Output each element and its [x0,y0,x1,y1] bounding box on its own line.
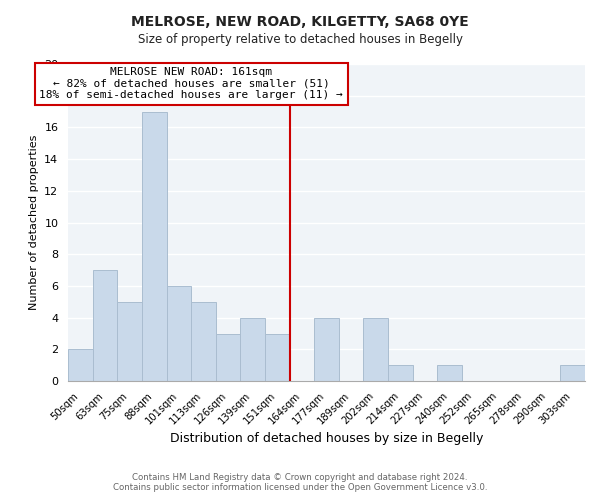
Bar [167,286,191,381]
Text: Size of property relative to detached houses in Begelly: Size of property relative to detached ho… [137,32,463,46]
Bar [560,365,585,381]
Bar [68,350,93,381]
Y-axis label: Number of detached properties: Number of detached properties [29,135,39,310]
Bar [216,334,241,381]
Bar [118,302,142,381]
Bar [314,318,339,381]
X-axis label: Distribution of detached houses by size in Begelly: Distribution of detached houses by size … [170,432,483,445]
Bar [191,302,216,381]
Bar [265,334,290,381]
Text: MELROSE, NEW ROAD, KILGETTY, SA68 0YE: MELROSE, NEW ROAD, KILGETTY, SA68 0YE [131,15,469,29]
Bar [142,112,167,381]
Bar [93,270,118,381]
Bar [388,365,413,381]
Bar [364,318,388,381]
Bar [241,318,265,381]
Text: Contains HM Land Registry data © Crown copyright and database right 2024.
Contai: Contains HM Land Registry data © Crown c… [113,473,487,492]
Text: MELROSE NEW ROAD: 161sqm
← 82% of detached houses are smaller (51)
18% of semi-d: MELROSE NEW ROAD: 161sqm ← 82% of detach… [40,67,343,100]
Bar [437,365,462,381]
